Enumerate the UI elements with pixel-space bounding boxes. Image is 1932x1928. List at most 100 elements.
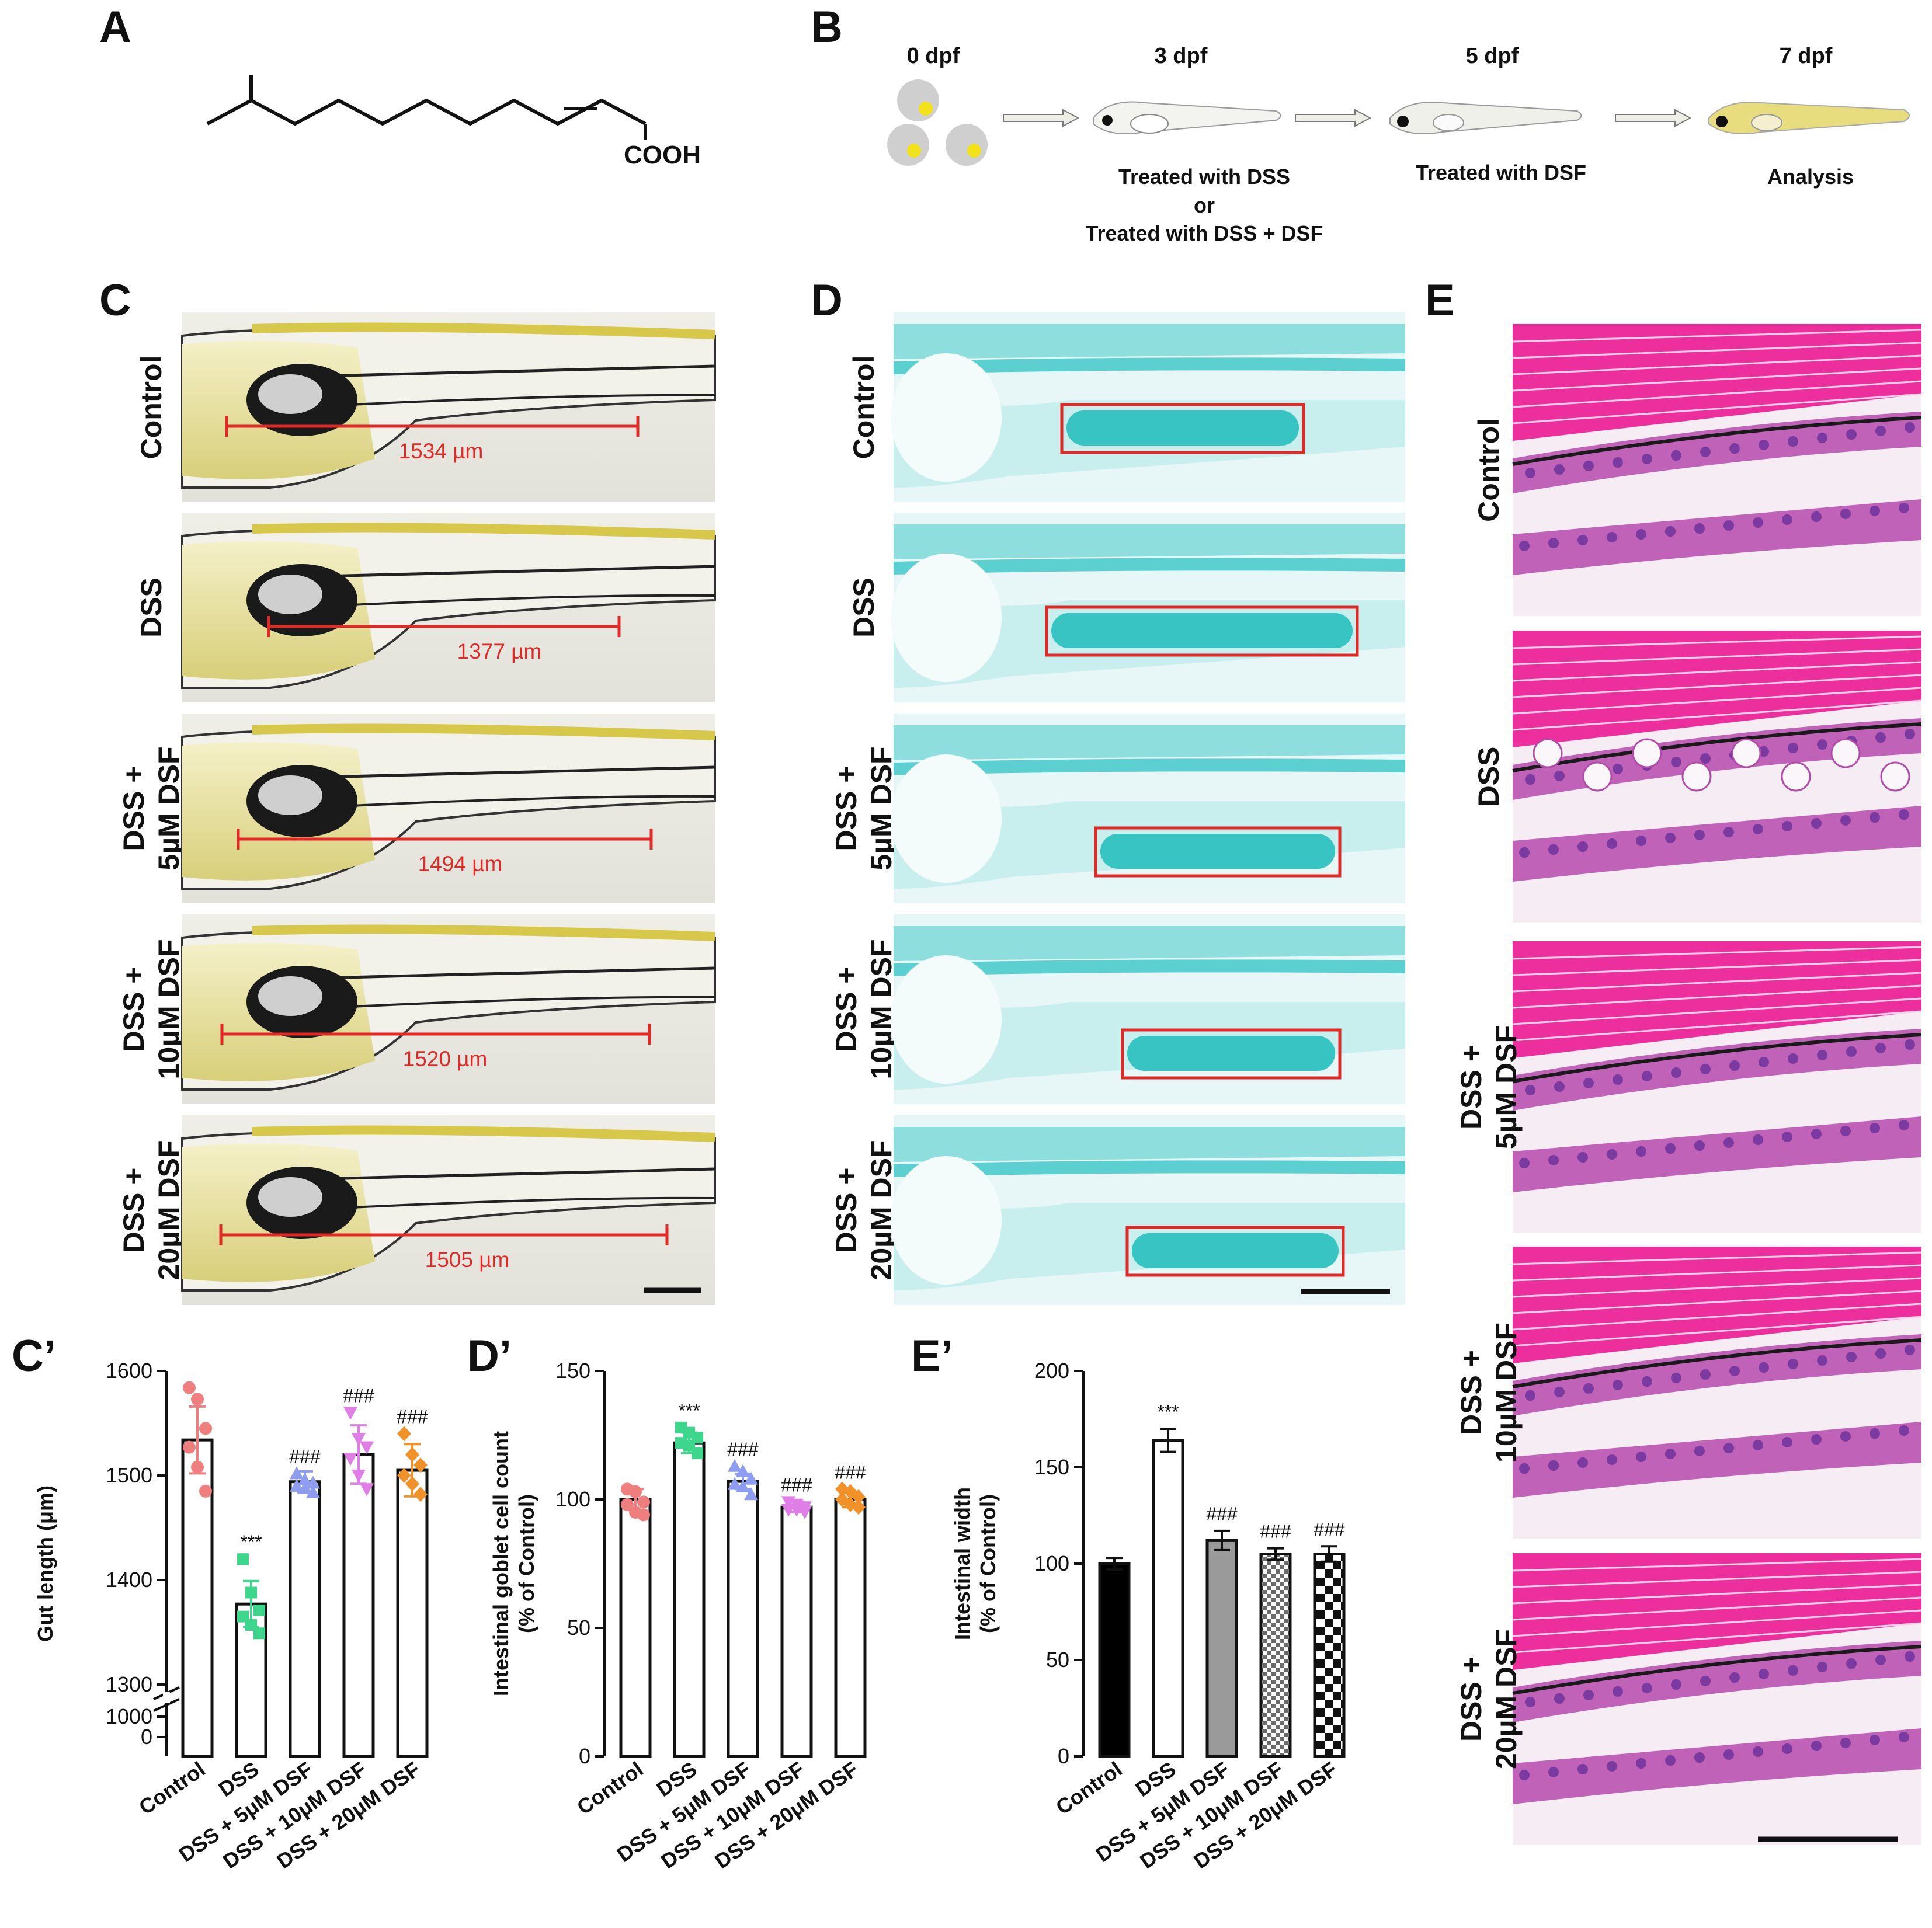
bar-1 [1152,1439,1184,1758]
nucleus [1753,1746,1763,1757]
nucleus [1846,1352,1857,1362]
nucleus [1840,1738,1851,1748]
nucleus [1694,1752,1705,1763]
nucleus [1671,1067,1681,1078]
row-label-d-0-line-0: Control [847,356,880,460]
nucleus [1782,1743,1792,1754]
roi-box [1125,1226,1345,1277]
nucleus [1811,1434,1822,1445]
dorsal-stain [894,926,1405,961]
data-point-2-5 [306,1485,320,1498]
carboxyl-group-label: COOH [624,141,701,169]
nucleus [1642,1683,1652,1693]
head-region [891,754,1002,883]
row-label-e-2-line-1: 5µM DSF [1490,1025,1523,1149]
muscle-fiber [1512,354,1922,375]
row-label-c-1-line-0: DSS [135,577,168,638]
data-point-3-1 [352,1433,366,1446]
nucleus [1554,1387,1565,1397]
significance-3: ### [343,1386,374,1407]
data-point-0-1 [191,1393,204,1406]
dorsal-stain [894,324,1405,359]
nucleus [1905,1345,1915,1355]
row-label-d-4-line-0: DSS + [830,1168,863,1253]
data-point-1-1 [245,1586,257,1599]
y-tick-label: 1300 [106,1672,152,1696]
bar-0 [619,1498,652,1758]
nucleus [1846,1658,1857,1669]
nucleus [1846,1046,1857,1057]
pigment-line [1512,1033,1922,1083]
muscle-fiber [1512,1303,1922,1331]
nucleus [1899,1732,1909,1742]
nucleus [1729,443,1740,454]
significance-1: *** [240,1532,262,1553]
goblet-cell-stain [1066,410,1299,446]
nucleus [1665,1449,1676,1459]
data-point-4-0 [397,1426,411,1442]
nucleus [1577,535,1588,545]
muscle-fiber [1512,674,1922,698]
y-tick-label: 0 [1058,1744,1069,1768]
pigment-line [1512,1645,1922,1695]
panel-label-e: E [1425,276,1455,325]
vacuole [1731,738,1761,768]
muscle-fiber [1512,1290,1922,1314]
row-label-c-2: DSS +5µM DSF [117,746,185,870]
row-label-e-0: Control [1472,418,1505,522]
dorsal-stain [894,725,1405,760]
nucleus [1782,1437,1792,1447]
nucleus [1642,454,1652,464]
row-label-d-2: DSS +5µM DSF [830,746,898,870]
nucleus [1782,1132,1792,1142]
nucleus [1875,732,1886,743]
nucleus [1753,1440,1763,1450]
vacuole [1681,761,1712,792]
data-point-2-3 [728,1477,742,1490]
nucleus [1613,1686,1623,1697]
muscle-fiber [1512,1571,1922,1588]
nucleus [1870,1428,1880,1439]
nucleus [1905,1039,1915,1050]
head-region [891,554,1002,682]
bar-4 [834,1498,867,1758]
nucleus [1759,440,1769,450]
goblet-cell-stain [1132,1233,1339,1268]
data-point-3-5 [798,1506,812,1519]
epithelium-upper [1513,718,1921,800]
nucleus [1636,1146,1646,1157]
row-label-c-3-line-0: DSS + [117,967,150,1052]
nucleus [1636,529,1646,540]
nucleus [1613,457,1623,468]
caption-3dpf-line-1: Treated with DSS [1118,165,1290,189]
row-label-c-2-line-1: 5µM DSF [152,746,185,870]
nucleus [1811,818,1822,829]
row-label-e-4: DSS +20µM DSF [1455,1629,1523,1769]
nucleus [1817,433,1827,443]
nucleus [1817,1662,1827,1672]
row-label-e-3-line-0: DSS + [1455,1350,1488,1435]
caption-3dpf-line-2: or [1194,193,1215,217]
embryo-eggs [887,79,988,166]
row-label-e-2: DSS +5µM DSF [1455,1025,1523,1149]
data-point-3-5 [360,1483,374,1497]
panel-label-b: B [811,2,843,52]
roi-box [1045,605,1359,657]
row-label-d-3: DSS +10µM DSF [830,939,898,1080]
gut-length-value: 1520 µm [403,1047,488,1071]
axis-break [153,1698,180,1712]
nucleus [1554,464,1565,475]
nucleus [1665,833,1676,843]
data-point-1-5 [692,1447,703,1459]
histology-image-3 [1512,1247,1922,1539]
notochord-line [298,966,715,980]
data-point-0-2 [199,1422,212,1435]
vacuole [1880,761,1910,792]
data-point-3-3 [343,1453,357,1466]
notochord-line [298,1167,715,1181]
row-label-e-3-line-1: 10µM DSF [1490,1323,1523,1463]
nucleus [1607,838,1617,849]
row-label-d-1: DSS [847,577,880,638]
